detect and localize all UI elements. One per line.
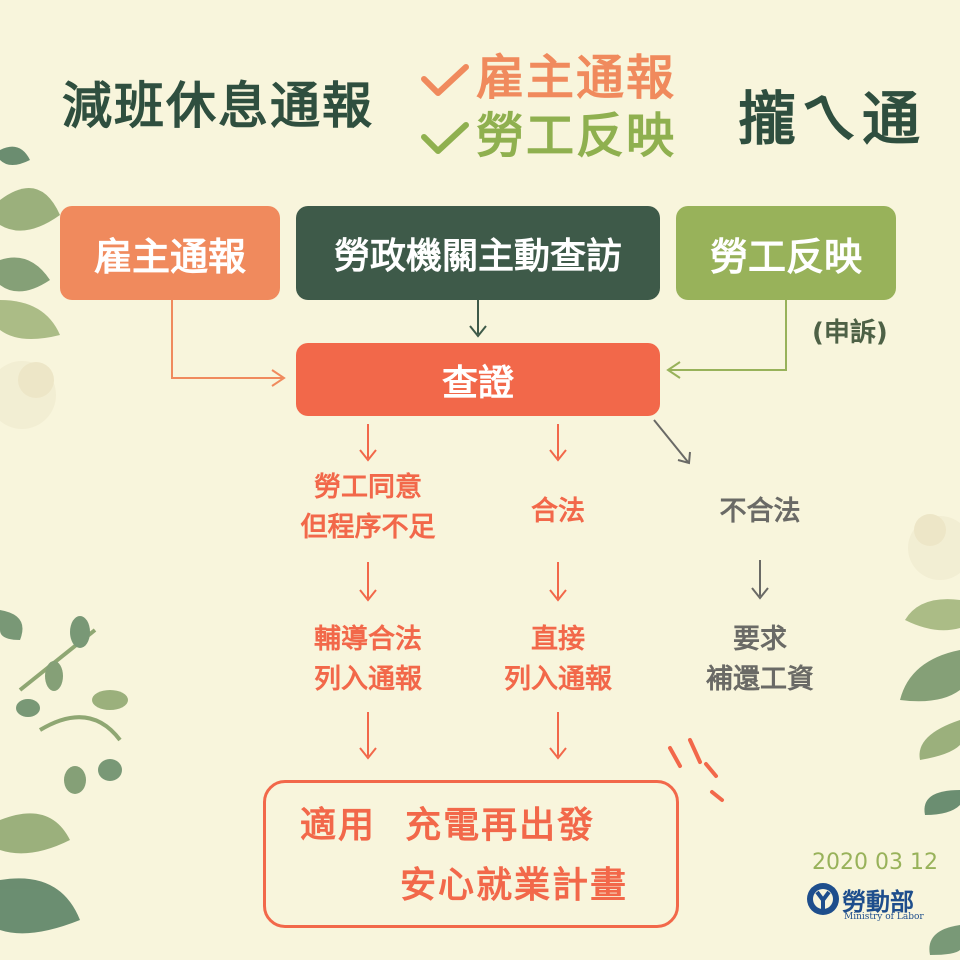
result-consent: 輔導合法 列入通報 [314,624,422,695]
final-line-2: 安心就業計畫 [400,865,629,906]
result-legal: 直接 列入通報 [504,624,612,695]
slogan: 攏ㄟ通 [738,85,925,153]
branch-consent: 勞工同意 但程序不足 [300,472,436,543]
ministry-name: 勞動部 [842,888,914,916]
emphasis-lines [668,738,724,802]
page-title: 減班休息通報 [62,77,374,135]
appeal-note: (申訴) [812,318,888,348]
check-item-label: 勞工反映 [476,108,677,164]
employer-report-box: 雇主通報 [60,206,280,300]
final-line-1: 適用 充電再出發 [300,805,596,846]
verification-box: 查證 [296,343,660,416]
result-illegal: 要求 補還工資 [706,624,814,695]
checkmark-icon [421,122,469,154]
date-label: 2020 03 12 [812,850,938,875]
ministry-name-en: Ministry of Labor [844,912,924,922]
final-program-box [263,780,679,928]
arrow-worker [670,300,787,371]
check-item-label: 雇主通報 [476,50,677,106]
arrow-illegal [653,419,689,463]
checkmark-icon [421,64,469,96]
arrow-employer [171,300,282,379]
branch-illegal: 不合法 [719,496,801,527]
branch-legal: 合法 [531,496,585,527]
ministry-logo-icon [807,883,839,915]
worker-report-box: 勞工反映 [676,206,896,300]
agency-inspection-box: 勞政機關主動查訪 [296,206,660,300]
check-item-employer: 雇主通報 [420,38,676,108]
check-item-worker: 勞工反映 [420,96,676,166]
